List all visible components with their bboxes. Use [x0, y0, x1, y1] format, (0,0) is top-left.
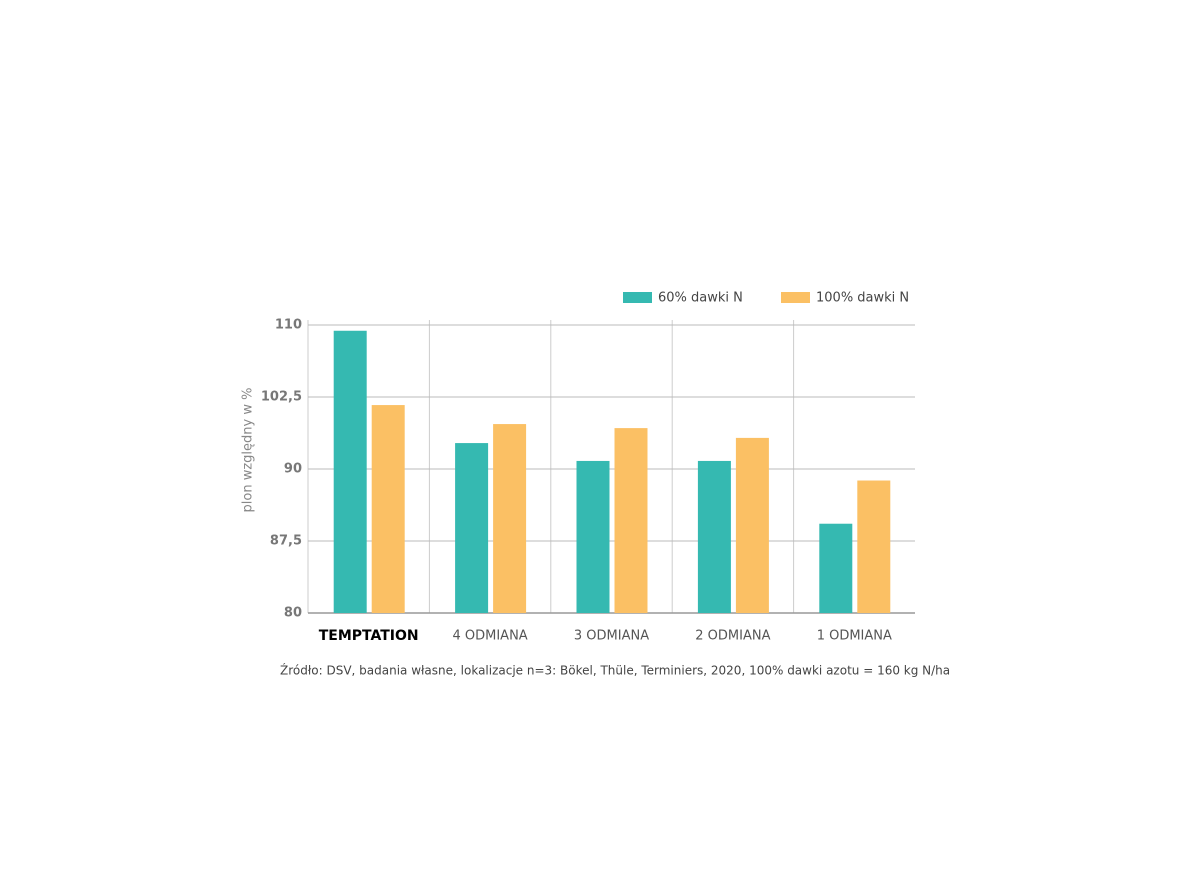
- y-axis-label: plon względny w %: [241, 388, 256, 513]
- bar: [857, 480, 891, 613]
- bar: [819, 523, 853, 613]
- y-tick-label: 110: [275, 318, 302, 333]
- bar: [576, 460, 610, 613]
- legend-swatch: [781, 292, 810, 303]
- bar: [333, 330, 367, 613]
- y-tick-label: 80: [284, 606, 302, 621]
- y-tick-label: 90: [284, 462, 302, 477]
- legend-swatch: [623, 292, 652, 303]
- x-tick-label: TEMPTATION: [319, 628, 419, 644]
- bar: [697, 460, 731, 613]
- x-tick-label: 1 ODMIANA: [817, 629, 892, 644]
- bar: [614, 428, 648, 613]
- bar: [735, 437, 769, 613]
- y-tick-label: 102,5: [261, 390, 302, 405]
- bar: [371, 405, 405, 613]
- legend-label: 60% dawki N: [658, 291, 743, 306]
- x-tick-label: 3 ODMIANA: [574, 629, 649, 644]
- legend-label: 100% dawki N: [816, 291, 909, 306]
- bar: [493, 424, 527, 613]
- y-tick-label: 87,5: [270, 534, 302, 549]
- x-tick-label: 2 ODMIANA: [695, 629, 770, 644]
- source-note: Źródło: DSV, badania własne, lokalizacje…: [280, 663, 950, 678]
- bar: [455, 443, 489, 613]
- x-tick-label: 4 ODMIANA: [452, 629, 527, 644]
